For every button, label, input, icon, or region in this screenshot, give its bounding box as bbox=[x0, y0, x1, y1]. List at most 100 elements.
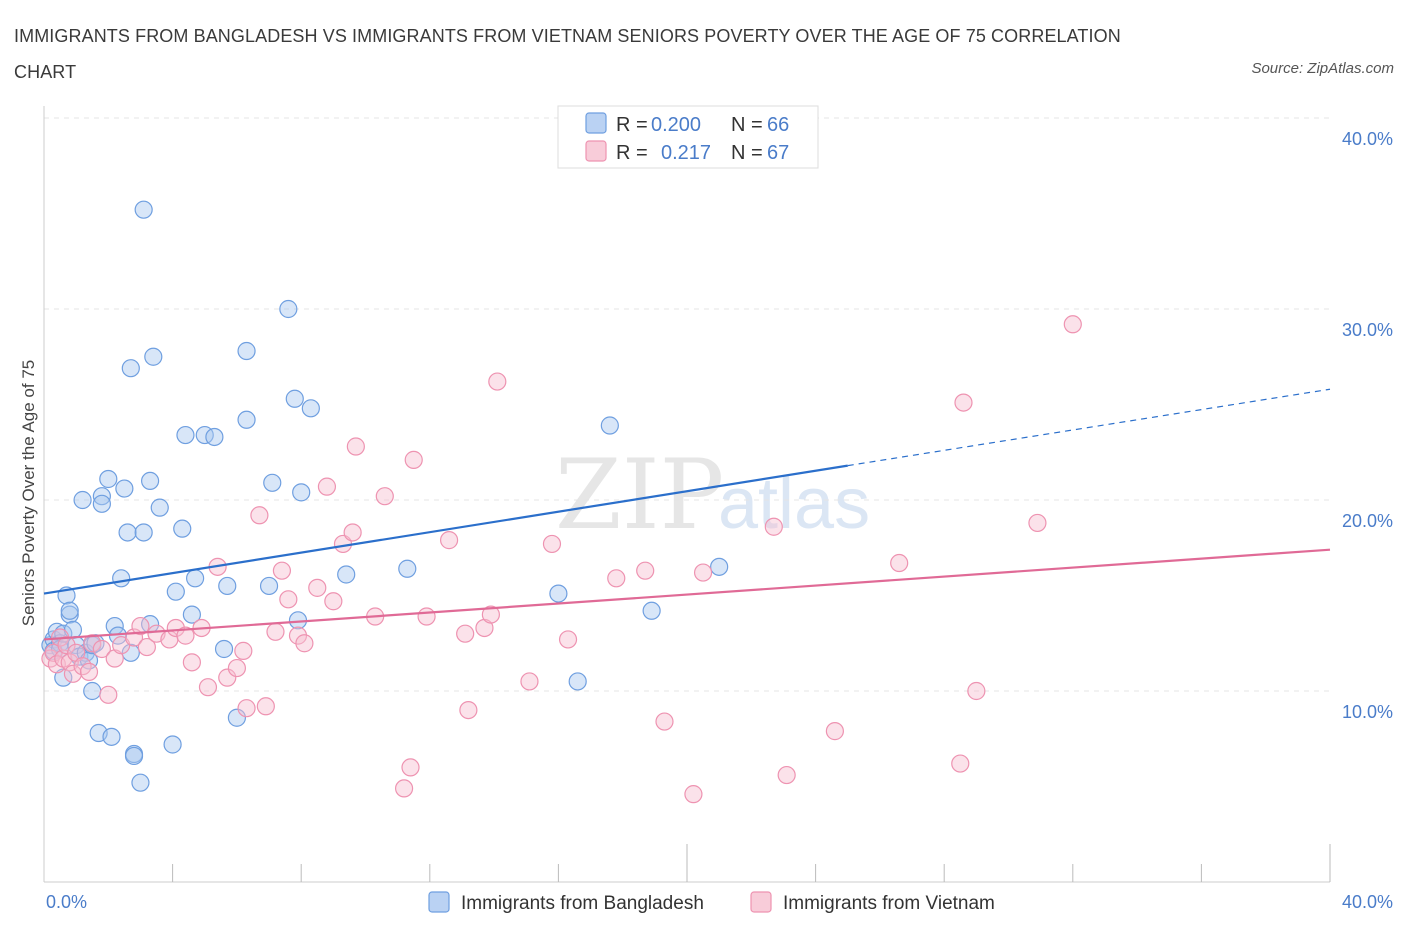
bangladesh-point bbox=[237, 410, 256, 429]
vietnam-point bbox=[166, 618, 185, 638]
bottom-legend-label-vietnam: Immigrants from Vietnam bbox=[783, 893, 995, 914]
bangladesh-point bbox=[60, 605, 79, 624]
bottom-legend-swatch-bangladesh bbox=[428, 891, 450, 913]
bangladesh-point bbox=[140, 471, 160, 490]
vietnam-point bbox=[558, 630, 578, 649]
bangladesh-point bbox=[166, 582, 185, 601]
bangladesh-point bbox=[337, 565, 356, 584]
bangladesh-point bbox=[642, 601, 661, 620]
bangladesh-point bbox=[182, 605, 201, 624]
bangladesh-point bbox=[92, 494, 111, 513]
legend-r-label: R = bbox=[616, 142, 648, 164]
bangladesh-point bbox=[600, 416, 619, 435]
bangladesh-point bbox=[124, 746, 144, 766]
bangladesh-point bbox=[131, 773, 150, 792]
bangladesh-point bbox=[150, 498, 169, 517]
vietnam-point bbox=[198, 678, 218, 697]
vietnam-point bbox=[636, 561, 655, 580]
watermark-zip: ZIP bbox=[555, 439, 724, 551]
vietnam-point bbox=[79, 662, 99, 682]
bangladesh-point bbox=[549, 584, 568, 603]
legend-n-value-vietnam: 67 bbox=[767, 142, 789, 164]
vietnam-point bbox=[1063, 315, 1082, 334]
bangladesh-point bbox=[227, 708, 246, 727]
vietnam-point bbox=[481, 605, 500, 624]
vietnam-point bbox=[1028, 513, 1047, 533]
legend-n-label: N = bbox=[731, 142, 763, 164]
y-axis-label: Seniors Poverty Over the Age of 75 bbox=[19, 360, 38, 626]
vietnam-point bbox=[324, 592, 343, 611]
vietnam-point bbox=[295, 634, 314, 653]
vietnam-point bbox=[256, 697, 275, 716]
vietnam-point bbox=[967, 681, 986, 701]
bangladesh-point bbox=[173, 519, 192, 538]
bangladesh-point bbox=[214, 639, 234, 659]
vietnam-point bbox=[655, 712, 674, 731]
vietnam-point bbox=[439, 531, 459, 550]
vietnam-point bbox=[417, 607, 436, 626]
vietnam-point bbox=[92, 639, 111, 659]
vietnam-point bbox=[272, 561, 292, 580]
bangladesh-point bbox=[144, 347, 163, 366]
vietnam-point bbox=[693, 563, 713, 582]
bangladesh-point bbox=[112, 569, 131, 588]
bangladesh-point bbox=[121, 643, 140, 662]
vietnam-point bbox=[456, 624, 475, 643]
vietnam-point bbox=[890, 553, 909, 573]
trend-line-bangladesh-extension bbox=[847, 388, 1331, 467]
vietnam-point bbox=[83, 634, 102, 653]
y-tick-label: 30.0% bbox=[1342, 320, 1393, 340]
vietnam-point bbox=[375, 487, 394, 506]
bangladesh-point bbox=[259, 576, 279, 596]
correlation-legend: R = 0.200 N = 66 R = 0.217 N = 67 bbox=[557, 105, 819, 169]
vietnam-point bbox=[394, 779, 414, 798]
vietnam-point bbox=[131, 616, 150, 636]
bangladesh-point bbox=[279, 299, 298, 319]
legend-n-value-bangladesh: 66 bbox=[767, 114, 789, 136]
vietnam-point bbox=[176, 626, 195, 645]
vietnam-point bbox=[317, 477, 337, 496]
y-tick-label: 40.0% bbox=[1342, 129, 1393, 149]
bangladesh-point bbox=[710, 557, 729, 576]
vietnam-point bbox=[99, 685, 118, 704]
bangladesh-points bbox=[41, 200, 729, 792]
y-tick-label: 20.0% bbox=[1342, 511, 1393, 531]
trend-lines bbox=[43, 388, 1331, 641]
watermark-atlas: atlas bbox=[718, 464, 870, 544]
trend-line-vietnam bbox=[43, 548, 1331, 641]
bangladesh-point bbox=[285, 389, 304, 408]
trend-line-bangladesh bbox=[43, 464, 848, 595]
vietnam-point bbox=[266, 622, 285, 641]
vietnam-point bbox=[57, 636, 76, 655]
bottom-legend-label-bangladesh: Immigrants from Bangladesh bbox=[461, 893, 704, 914]
vietnam-point bbox=[951, 754, 970, 773]
vietnam-point bbox=[404, 450, 423, 469]
source-credit: Source: ZipAtlas.com bbox=[1251, 60, 1394, 77]
vietnam-point bbox=[777, 765, 796, 785]
bangladesh-point bbox=[176, 425, 195, 445]
vietnam-point bbox=[308, 578, 327, 597]
bangladesh-point bbox=[99, 469, 118, 489]
vietnam-point bbox=[343, 523, 362, 542]
bangladesh-point bbox=[102, 727, 121, 746]
vietnam-point bbox=[684, 785, 703, 804]
bangladesh-point bbox=[163, 735, 182, 754]
bangladesh-point bbox=[60, 601, 79, 620]
legend-r-label: R = bbox=[616, 114, 648, 136]
y-tick-label: 10.0% bbox=[1342, 702, 1393, 722]
vietnam-point bbox=[182, 653, 201, 672]
vietnam-point bbox=[954, 393, 973, 412]
bangladesh-point bbox=[237, 341, 256, 361]
bangladesh-point bbox=[398, 559, 417, 578]
chart-title: IMMIGRANTS FROM BANGLADESH VS IMMIGRANTS… bbox=[14, 26, 1121, 82]
bangladesh-point bbox=[83, 681, 102, 701]
bangladesh-point bbox=[121, 359, 140, 378]
vietnam-point bbox=[250, 506, 269, 525]
legend-swatch-vietnam bbox=[585, 140, 607, 162]
vietnam-point bbox=[459, 700, 478, 720]
vietnam-point bbox=[346, 437, 365, 456]
vietnam-point bbox=[520, 672, 539, 691]
vietnam-point bbox=[607, 569, 626, 588]
x-tick-label: 0.0% bbox=[46, 892, 87, 912]
bangladesh-point bbox=[186, 569, 205, 588]
